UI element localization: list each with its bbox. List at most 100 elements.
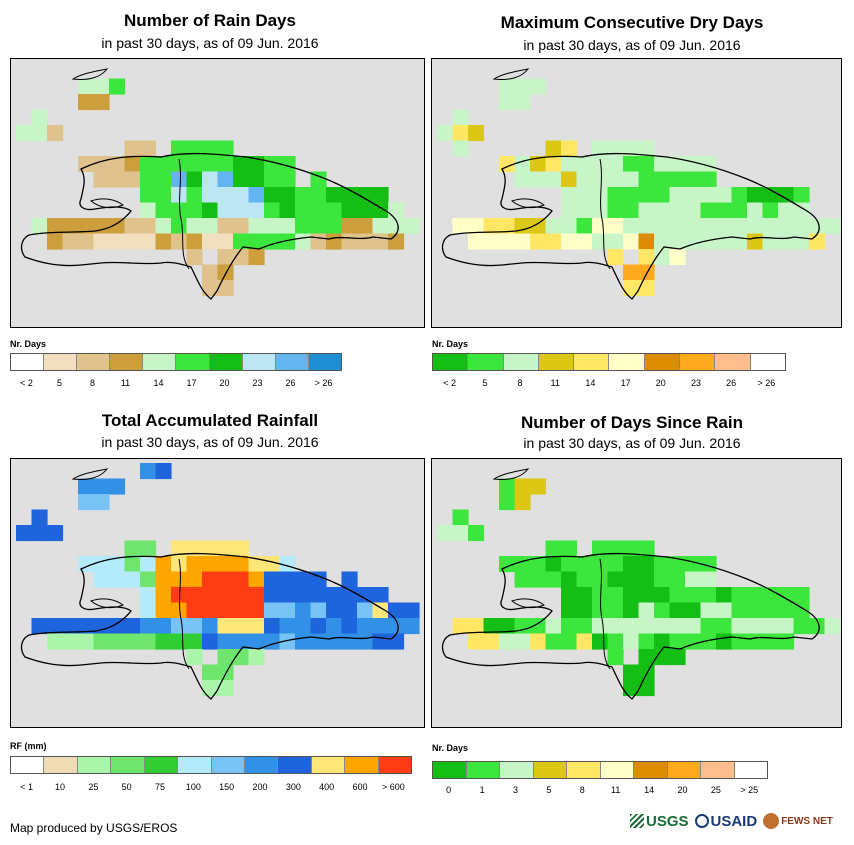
grid-cell: [747, 618, 764, 635]
grid-cell: [109, 171, 126, 188]
grid-cell: [638, 556, 655, 573]
grid-cell: [685, 156, 702, 173]
legend-swatch: [178, 757, 212, 773]
grid-cell: [310, 218, 327, 235]
legend-swatch: [734, 762, 767, 778]
north-island-outline: [71, 468, 109, 480]
grid-cell: [140, 171, 157, 188]
grid-cell: [576, 633, 593, 650]
grid-cell: [514, 618, 531, 635]
grid-cell: [264, 233, 281, 250]
grid-cell: [623, 218, 640, 235]
grid-cell: [530, 478, 547, 495]
grid-cell: [217, 618, 234, 635]
legend-swatch: [750, 354, 785, 370]
grid-cell: [372, 602, 389, 619]
small-island-outline: [89, 598, 125, 609]
grid-cell: [468, 125, 485, 142]
grid-cell: [638, 249, 655, 266]
grid-cell: [310, 171, 327, 188]
legend-label: 20: [677, 785, 688, 795]
grid-cell: [483, 633, 500, 650]
grid-cell: [295, 233, 312, 250]
grid-cell: [78, 94, 95, 111]
logo-strip: USGS USAID FEWS NET: [630, 806, 845, 836]
legend-label: 5: [56, 378, 63, 388]
grid-cell: [514, 94, 531, 111]
grid-cell: [248, 571, 265, 588]
grid-cell: [592, 171, 609, 188]
grid-cell: [731, 202, 748, 219]
credit-text: Map produced by USGS/EROS: [10, 821, 178, 835]
grid-cell: [514, 494, 531, 511]
grid-cell: [747, 187, 764, 204]
grid-cell: [217, 202, 234, 219]
legend-swatch: [278, 757, 312, 773]
grid-cell: [638, 633, 655, 650]
grid-cell: [140, 618, 157, 635]
grid-cell: [372, 218, 389, 235]
legend-label: 75: [154, 782, 166, 792]
legend-swatch: [574, 354, 610, 370]
legend-swatch: [644, 354, 681, 370]
grid-cell: [824, 218, 841, 235]
grid-cell: [357, 187, 374, 204]
legend-labels: < 1 10 25 50 75 100 150 200 300 400 600 > 600: [10, 782, 410, 794]
grid-cell: [592, 587, 609, 604]
grid-cell: [530, 218, 547, 235]
grid-cell: [483, 618, 500, 635]
legend-swatch: [433, 762, 467, 778]
grid-cell: [592, 140, 609, 157]
grid-cell: [654, 202, 671, 219]
grid-cell: [341, 571, 358, 588]
grid-cell: [155, 556, 172, 573]
small-island-outline: [510, 598, 546, 609]
grid-cell: [762, 633, 779, 650]
grid-cell: [623, 633, 640, 650]
grid-cell: [279, 187, 296, 204]
grid-cell: [233, 540, 250, 557]
legend-swatch: [144, 757, 179, 773]
grid-cell: [31, 218, 48, 235]
grid-cell: [248, 602, 265, 619]
grid-cell: [514, 156, 531, 173]
legend-label: 600: [352, 782, 368, 792]
grid-cell: [638, 571, 655, 588]
grid-cell: [202, 171, 219, 188]
grid-cell: [576, 233, 593, 250]
grid-cell: [623, 264, 640, 281]
grid-cell: [217, 171, 234, 188]
grid-cell: [233, 618, 250, 635]
grid-cell: [124, 218, 141, 235]
grid-cell: [326, 618, 343, 635]
grid-cell: [716, 187, 733, 204]
grid-cell: [233, 156, 250, 173]
grid-cell: [217, 264, 234, 281]
grid-cell: [576, 156, 593, 173]
usgs-logo-icon: [630, 814, 644, 828]
grid-cell: [341, 587, 358, 604]
grid-cell: [279, 233, 296, 250]
legend-swatch: [77, 757, 112, 773]
grid-cell: [576, 171, 593, 188]
grid-cell: [468, 233, 485, 250]
panel-subtitle: in past 30 days, as of 09 Jun. 2016: [101, 434, 319, 450]
grid-cell: [685, 587, 702, 604]
grid-cell: [607, 249, 624, 266]
legend-swatch: [634, 762, 668, 778]
grid-cell: [561, 218, 578, 235]
grid-cell: [186, 249, 203, 266]
grid-cell: [372, 587, 389, 604]
grid-cell: [638, 264, 655, 281]
grid-cell: [140, 463, 157, 480]
grid-cell: [685, 602, 702, 619]
grid-cell: [93, 556, 110, 573]
grid-cell: [607, 602, 624, 619]
grid-cell: [124, 556, 141, 573]
legend-labels: < 2 5 8 11 14 17 20 23 26 > 26: [432, 378, 784, 390]
grid-cell: [545, 218, 562, 235]
grid-cell: [592, 602, 609, 619]
grid-cell: [186, 233, 203, 250]
grid-cell: [310, 602, 327, 619]
panel-rain-days: Number of Rain Days in past 30 days, as …: [0, 0, 425, 400]
